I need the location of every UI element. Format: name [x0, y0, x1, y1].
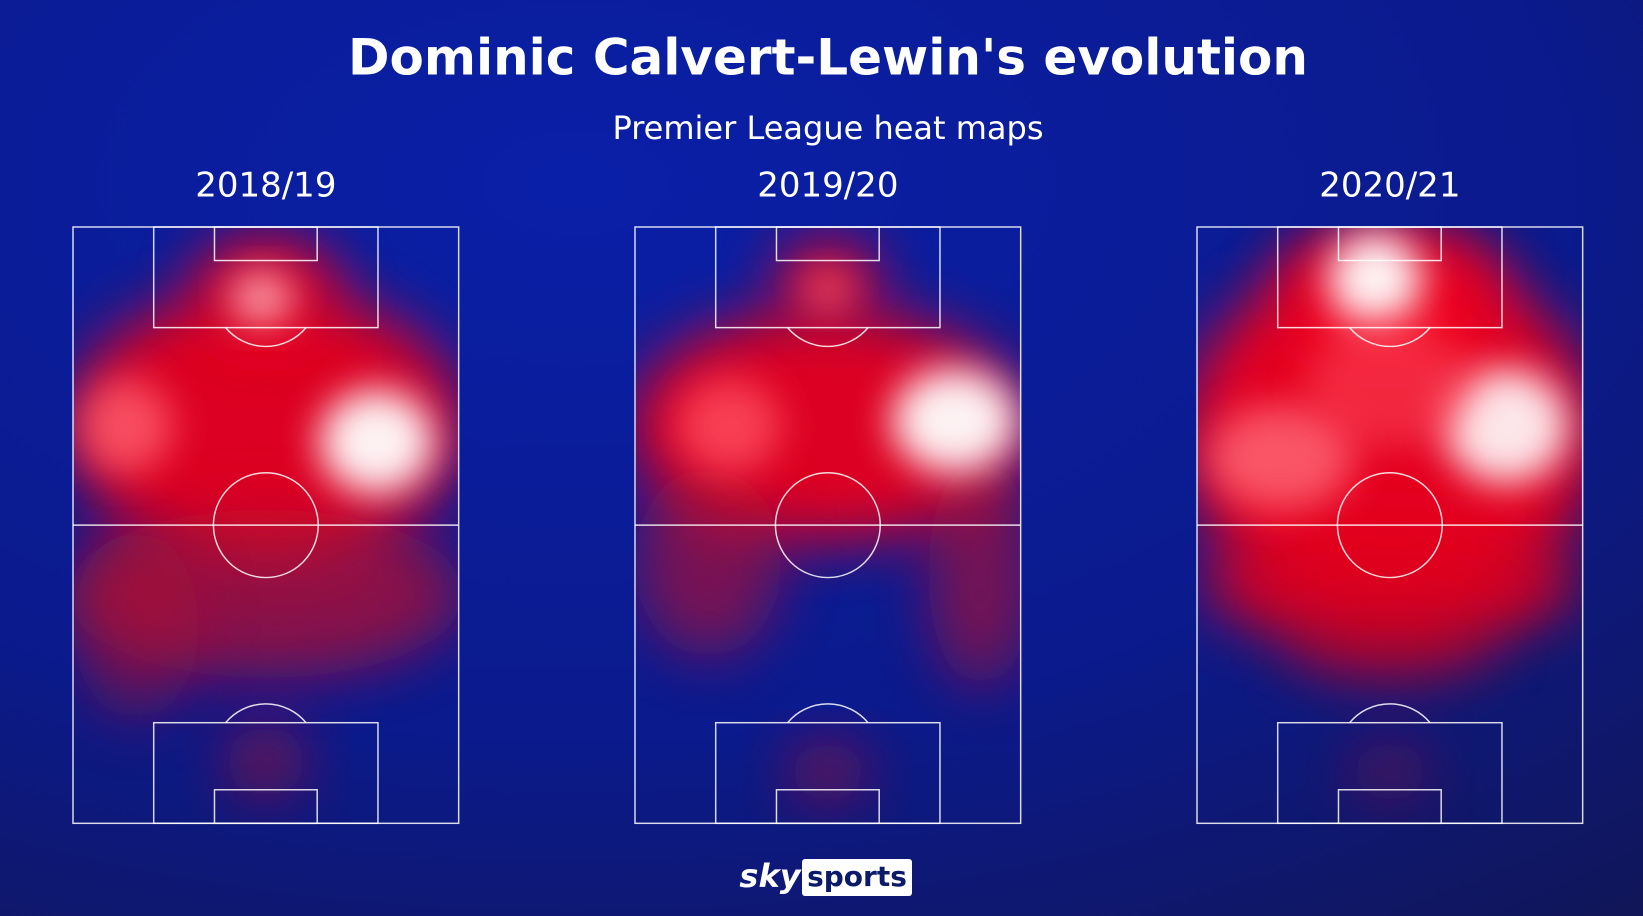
season-label: 2018/19 [195, 166, 336, 206]
logo-product: sports [807, 860, 907, 893]
centre-circle [212, 472, 319, 579]
heat-blob [1201, 520, 1579, 647]
heat-blob [1285, 599, 1495, 683]
six-yard-box [1337, 789, 1442, 825]
six-yard-box [213, 789, 318, 825]
title: Dominic Calvert-Lewin's evolution [348, 29, 1308, 87]
six-yard-box [1337, 226, 1442, 262]
six-yard-box [213, 226, 318, 262]
heat-blob [1443, 368, 1570, 484]
heat-blob [676, 378, 782, 474]
season-label: 2019/20 [757, 166, 898, 206]
season-label: 2020/21 [1319, 166, 1460, 206]
heat-blob [785, 740, 870, 804]
heat [73, 232, 459, 799]
six-yard-box [775, 789, 880, 825]
heat [635, 237, 1021, 804]
panels: 2018/19 2019/20 2020/21 [72, 166, 1584, 825]
logo-box [802, 859, 912, 896]
heat-map-panel: 2019/20 [634, 166, 1022, 825]
centre-circle [774, 472, 881, 579]
heat-blob [1347, 740, 1432, 804]
centre-circle [1336, 472, 1443, 579]
penalty-arc [225, 327, 307, 348]
subtitle: Premier League heat maps [612, 109, 1043, 147]
heat-blob [73, 530, 199, 720]
penalty-arc [1349, 327, 1431, 348]
six-yard-box [775, 226, 880, 262]
logo-brand: sky [739, 857, 801, 895]
penalty-arc [787, 703, 869, 724]
heat-blob [891, 368, 1018, 474]
heat-blob [1207, 405, 1355, 510]
heat-blob [801, 268, 855, 311]
heat-blob [1305, 321, 1474, 448]
heat-blob [78, 378, 173, 474]
logo: sky sports [739, 857, 912, 896]
pitch [72, 226, 460, 825]
heat-blob [635, 468, 782, 657]
heat-blob [1328, 232, 1423, 327]
heat-blob [319, 389, 435, 495]
heat-blob [73, 289, 459, 563]
heat-blob [230, 272, 294, 325]
pitch [1196, 226, 1584, 825]
heat-blob [928, 457, 1021, 689]
penalty-arc [225, 703, 307, 724]
penalty-arc [1349, 703, 1431, 724]
pitch [634, 226, 1022, 825]
heat-map-panel: 2020/21 [1196, 166, 1584, 825]
penalty-arc [787, 327, 869, 348]
heat-map-panel: 2018/19 [72, 166, 460, 825]
heat-blob [223, 724, 308, 799]
